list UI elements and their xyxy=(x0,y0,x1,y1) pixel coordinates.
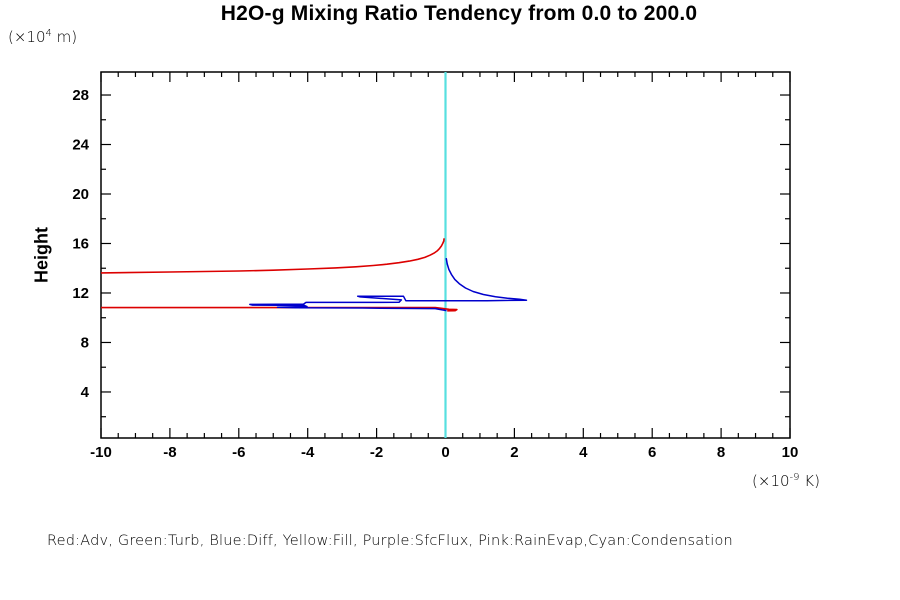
x-tick-label: -8 xyxy=(163,444,176,461)
y-tick-label: 28 xyxy=(72,87,89,104)
x-tick-label: 0 xyxy=(441,444,449,461)
y-tick-label: 8 xyxy=(81,334,89,351)
y-tick-label: 16 xyxy=(72,235,89,252)
x-tick-label: -4 xyxy=(301,444,315,461)
y-tick-label: 20 xyxy=(72,186,89,203)
legend-note: Red:Adv, Green:Turb, Blue:Diff, Yellow:F… xyxy=(47,533,733,549)
x-tick-label: 8 xyxy=(717,444,725,461)
x-tick-label: 2 xyxy=(510,444,518,461)
x-tick-label: -6 xyxy=(232,444,245,461)
y-tick-label: 24 xyxy=(72,137,89,154)
series-adv-lower xyxy=(101,306,458,312)
x-tick-label: 4 xyxy=(579,444,588,461)
x-tick-label: -10 xyxy=(90,444,112,461)
x-axis-unit: (×10-9 K) xyxy=(752,472,820,490)
y-tick-label: 4 xyxy=(81,384,90,401)
y-axis-unit: (×104 m) xyxy=(8,28,78,46)
series-adv-upper xyxy=(100,238,445,274)
chart-title: H2O-g Mixing Ratio Tendency from 0.0 to … xyxy=(220,2,698,25)
x-tick-label: -2 xyxy=(370,444,383,461)
y-tick-label: 12 xyxy=(72,285,89,302)
series-diff xyxy=(249,257,528,312)
x-tick-label: 10 xyxy=(782,444,799,461)
x-tick-label: 6 xyxy=(648,444,656,461)
